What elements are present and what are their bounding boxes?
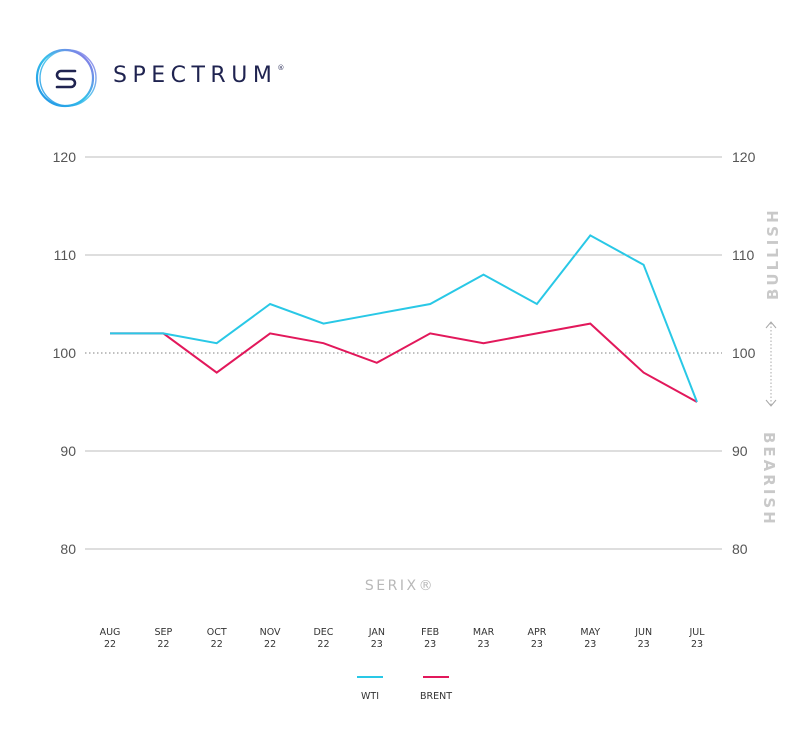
x-label-year: 23 <box>637 639 650 650</box>
x-axis-label: AUG 22 <box>90 627 130 651</box>
y-tick-right: 110 <box>732 247 755 263</box>
x-label-month: SEP <box>154 627 173 638</box>
x-label-month: NOV <box>259 627 281 638</box>
legend-swatch-icon <box>423 676 449 678</box>
x-label-month: AUG <box>99 627 121 638</box>
x-label-month: MAY <box>580 627 601 638</box>
x-axis-label: MAR 23 <box>464 627 504 651</box>
x-label-month: DEC <box>313 627 334 638</box>
series-line-brent <box>110 322 698 403</box>
x-axis-label: JUL 23 <box>677 627 717 651</box>
x-axis-label: DEC 22 <box>303 627 343 651</box>
x-label-year: 22 <box>317 639 330 650</box>
x-label-year: 22 <box>264 639 277 650</box>
legend-label: BRENT <box>419 691 453 702</box>
x-label-month: APR <box>527 627 547 638</box>
brand-name: SPECTRUM® <box>113 63 284 88</box>
y-axis-right: 120 110 100 90 80 <box>732 149 756 557</box>
bullish-label: BULLISH <box>764 207 782 300</box>
y-tick-left: 90 <box>60 443 76 459</box>
data-series <box>110 234 698 403</box>
bullish-bearish-annotations: BULLISH BEARISH <box>760 207 782 526</box>
y-axis-left: 120 110 100 90 80 <box>53 149 77 557</box>
x-axis-label: JAN 23 <box>357 627 397 651</box>
x-axis-label: FEB 23 <box>410 627 450 651</box>
chart-legend: WTI BRENT <box>0 676 800 706</box>
registered-mark: ® <box>277 63 285 72</box>
x-label-month: JUN <box>635 627 653 638</box>
y-tick-left: 120 <box>53 149 77 165</box>
x-label-year: 22 <box>103 639 117 650</box>
x-label-year: 23 <box>477 639 490 650</box>
x-label-month: MAR <box>472 627 495 638</box>
y-tick-right: 100 <box>732 345 756 361</box>
y-tick-left: 110 <box>54 247 77 263</box>
x-axis-label: MAY 23 <box>570 627 610 651</box>
y-tick-right: 80 <box>732 541 748 557</box>
legend-label: WTI <box>361 691 379 702</box>
double-arrow-icon <box>765 321 777 407</box>
x-label-month: FEB <box>421 627 440 638</box>
bearish-label: BEARISH <box>760 432 778 527</box>
x-axis-label: JUN 23 <box>624 627 664 651</box>
series-line-wti <box>110 234 698 403</box>
x-axis-label: OCT 22 <box>197 627 237 651</box>
x-axis-label: APR 23 <box>517 627 557 651</box>
x-label-month: JAN <box>368 627 385 638</box>
legend-swatch-icon <box>357 676 383 678</box>
x-label-year: 23 <box>530 639 543 650</box>
x-axis-label: SEP 22 <box>143 627 183 651</box>
y-tick-left: 80 <box>60 541 76 557</box>
spectrum-logo-icon <box>35 48 97 108</box>
x-label-year: 23 <box>584 639 597 650</box>
x-label-year: 22 <box>157 639 170 650</box>
legend-item-brent: BRENT <box>406 676 466 704</box>
x-label-year: 23 <box>370 639 383 650</box>
gridlines <box>85 156 722 550</box>
y-tick-right: 90 <box>732 443 748 459</box>
axis-title-serix: SERIX® <box>364 578 436 594</box>
x-label-month: JUL <box>689 627 705 638</box>
x-label-month: OCT <box>206 627 227 638</box>
x-axis-label: NOV 22 <box>250 627 290 651</box>
x-label-year: 23 <box>424 639 437 650</box>
y-tick-right: 120 <box>732 149 756 165</box>
brand-name-text: SPECTRUM <box>113 63 278 88</box>
legend-item-wti: WTI <box>340 676 400 704</box>
x-label-year: 23 <box>690 639 704 650</box>
y-tick-left: 100 <box>53 345 77 361</box>
x-axis-labels: AUG 22 SEP 22 OCT 22 NOV 22 DEC 22 JAN 23 FEB 23 MAR 23… <box>0 627 800 657</box>
x-label-year: 22 <box>210 639 223 650</box>
